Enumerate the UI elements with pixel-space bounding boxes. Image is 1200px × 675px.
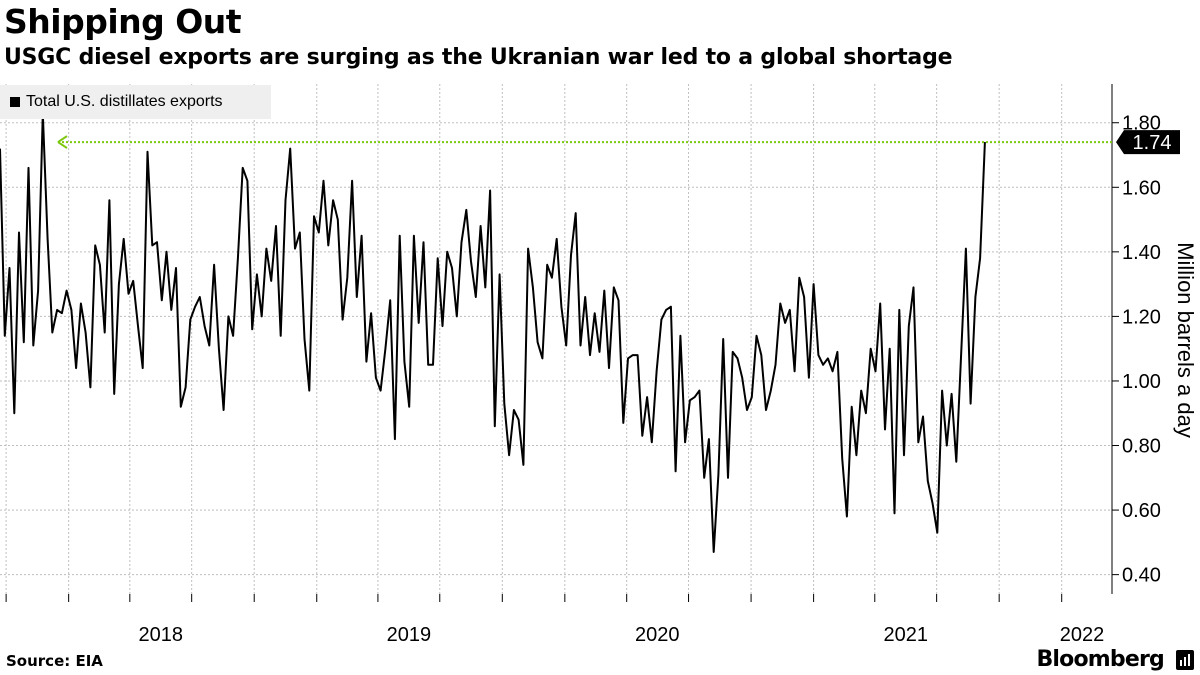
chart-grid: [0, 84, 1112, 594]
reference-arrow-icon: [57, 135, 68, 149]
y-tick-label: 1.40: [1122, 242, 1161, 264]
x-tick-label: 2021: [883, 624, 928, 646]
latest-value-label: 1.74: [1133, 132, 1172, 154]
chart-subtitle: USGC diesel exports are surging as the U…: [4, 45, 953, 70]
y-axis: 0.40 0.60 0.80 1.00 1.20 1.40 1.60 1.80: [1111, 84, 1161, 594]
x-tick-label: 2020: [635, 624, 680, 646]
source-note: Source: EIA: [6, 652, 103, 670]
x-axis: 2018 2019 2020 2021 2022: [5, 594, 1105, 646]
y-axis-label: Million barrels a day: [1173, 242, 1198, 438]
latest-value-flag: [1116, 130, 1180, 155]
y-tick-label: 1.20: [1122, 306, 1161, 328]
chart-title: Shipping Out: [4, 2, 242, 41]
y-tick-label: 0.60: [1122, 500, 1161, 522]
legend: Total U.S. distillates exports: [0, 85, 271, 119]
legend-label: Total U.S. distillates exports: [26, 93, 223, 110]
series-line-total-distillates-exports: [0, 112, 986, 553]
y-tick-label: 1.80: [1122, 113, 1161, 135]
y-tick-label: 1.00: [1122, 371, 1161, 393]
y-tick-label: 0.40: [1122, 565, 1161, 587]
brand-logo: Bloomberg: [1036, 647, 1164, 672]
x-tick-label: 2019: [387, 624, 432, 646]
x-tick-label: 2018: [139, 624, 184, 646]
y-tick-label: 1.60: [1122, 177, 1161, 199]
bloomberg-terminal-icon: [1176, 650, 1194, 670]
series-layer: [0, 112, 986, 553]
legend-swatch: [10, 97, 20, 107]
reference-marker: 1.74: [57, 130, 1180, 155]
y-tick-label: 0.80: [1122, 436, 1161, 458]
x-tick-label: 2022: [1060, 624, 1105, 646]
